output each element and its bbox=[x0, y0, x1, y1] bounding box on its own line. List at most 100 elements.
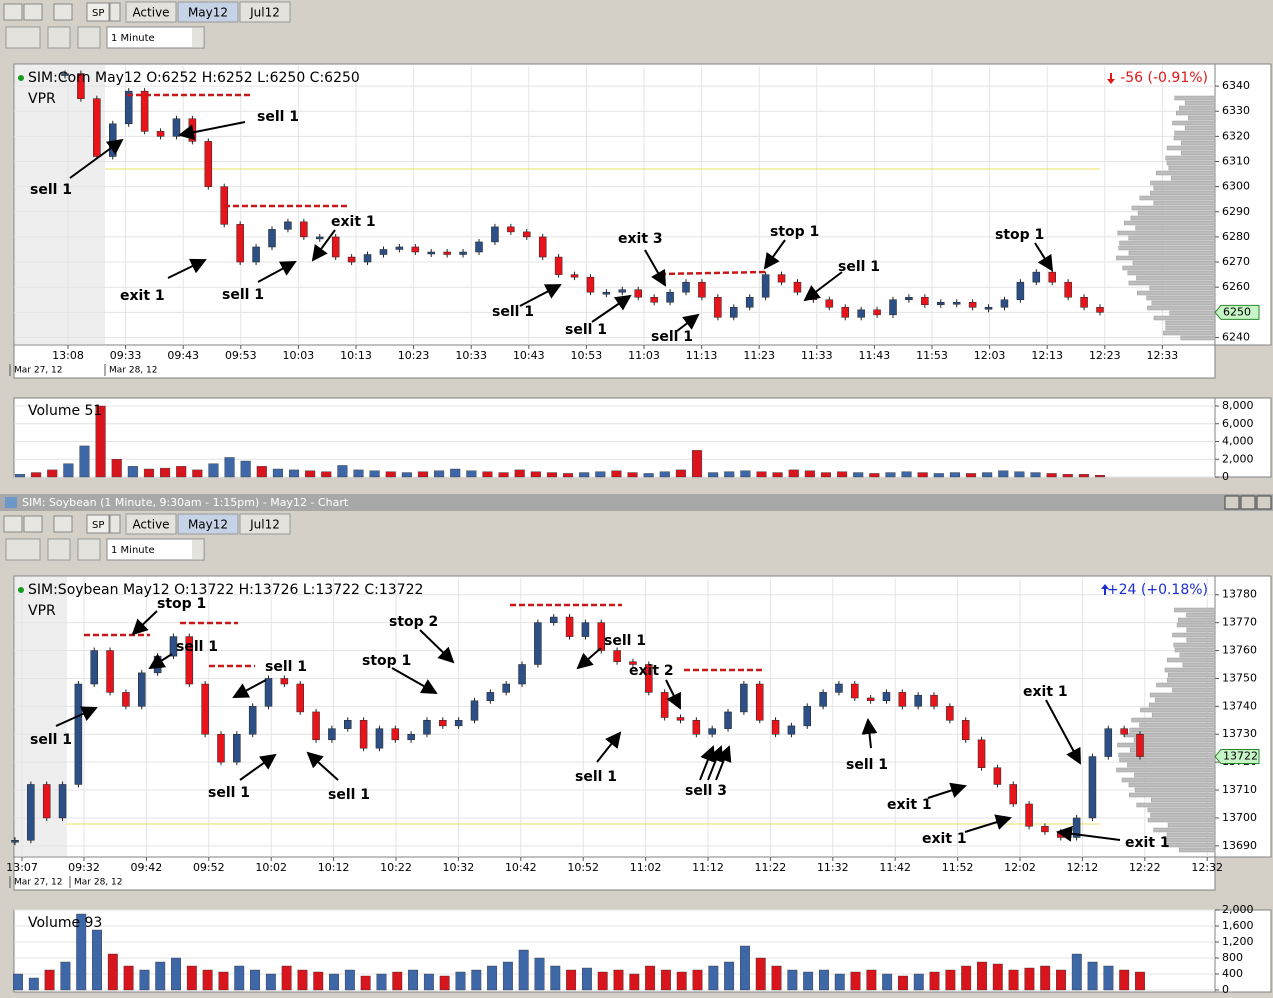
volume-bar bbox=[977, 961, 987, 991]
volume-profile-bar bbox=[1172, 120, 1216, 126]
tab-label: Jul12 bbox=[249, 6, 280, 20]
volume-bar bbox=[186, 965, 197, 991]
y-tick-label: 13700 bbox=[1222, 811, 1257, 824]
instrument-box[interactable] bbox=[86, 514, 110, 534]
annotation: sell 1 bbox=[257, 109, 299, 125]
tool-icon[interactable] bbox=[77, 26, 101, 49]
x-tick-label: 11:13 bbox=[686, 349, 718, 362]
candle bbox=[730, 307, 738, 318]
volume-bar bbox=[482, 471, 493, 478]
volume-profile-bar bbox=[1123, 220, 1216, 226]
candle bbox=[961, 720, 970, 741]
volume-profile-bar bbox=[1167, 672, 1216, 678]
candle bbox=[359, 720, 368, 749]
volume-profile-bar bbox=[1170, 175, 1216, 181]
tab[interactable] bbox=[125, 1, 177, 23]
candle bbox=[1041, 826, 1049, 833]
candle bbox=[475, 241, 483, 253]
instrument-dropdown[interactable] bbox=[109, 514, 121, 534]
tool-icon[interactable] bbox=[3, 515, 23, 533]
annotation-arrow bbox=[148, 653, 173, 670]
volume-bar bbox=[691, 450, 703, 478]
tool-icon[interactable] bbox=[53, 3, 73, 21]
candle bbox=[873, 309, 881, 316]
tool-icon[interactable] bbox=[77, 538, 101, 561]
candle bbox=[518, 664, 526, 685]
candle bbox=[156, 131, 165, 137]
tool-icon[interactable] bbox=[23, 3, 43, 21]
volume-profile-bar bbox=[1174, 130, 1216, 136]
cursor-tool[interactable] bbox=[5, 538, 41, 561]
volume-bar bbox=[819, 969, 829, 991]
volume-bar bbox=[627, 472, 638, 478]
window-button[interactable] bbox=[1240, 495, 1256, 510]
status-dot bbox=[18, 75, 24, 81]
volume-bar bbox=[498, 472, 509, 478]
candle bbox=[172, 118, 181, 137]
y-tick-label: 13690 bbox=[1222, 839, 1257, 852]
window-button[interactable] bbox=[1256, 495, 1272, 510]
x-tick-label: 11:43 bbox=[859, 349, 891, 362]
candle bbox=[613, 650, 621, 662]
volume-bar bbox=[344, 969, 355, 991]
candle bbox=[698, 281, 706, 298]
volume-profile-bar bbox=[1149, 692, 1216, 698]
tool-icon[interactable] bbox=[53, 515, 73, 533]
annotation: sell 1 bbox=[575, 769, 617, 785]
tool-icon[interactable] bbox=[23, 515, 43, 533]
tool-icon[interactable] bbox=[47, 26, 71, 49]
window-icon bbox=[5, 497, 17, 508]
tool-icon[interactable] bbox=[47, 538, 71, 561]
candle bbox=[124, 90, 133, 125]
x-tick-label: 09:52 bbox=[193, 861, 225, 874]
candle bbox=[1032, 271, 1041, 283]
y-tick-label: 1,600 bbox=[1222, 919, 1254, 932]
candle bbox=[993, 767, 1002, 785]
volume-bar bbox=[1094, 475, 1106, 478]
y-tick-label: 6340 bbox=[1222, 79, 1250, 92]
x-tick-label: 10:02 bbox=[255, 861, 287, 874]
x-tick-label: 10:42 bbox=[505, 861, 537, 874]
interval-dropdown[interactable] bbox=[106, 538, 205, 561]
candle bbox=[549, 616, 558, 623]
volume-bar bbox=[1119, 969, 1130, 991]
volume-profile-bar bbox=[1167, 822, 1216, 828]
tool-icon[interactable] bbox=[3, 3, 23, 21]
volume-title: Volume 93 bbox=[28, 915, 102, 931]
candle bbox=[1104, 728, 1113, 757]
annotation: exit 1 bbox=[1023, 684, 1068, 700]
instrument-dropdown[interactable] bbox=[109, 2, 121, 22]
annotation-arrow bbox=[676, 313, 700, 332]
candle bbox=[395, 246, 404, 250]
cursor-tool[interactable] bbox=[5, 26, 41, 49]
tab[interactable] bbox=[177, 1, 239, 23]
x-tick-label: 09:43 bbox=[167, 349, 199, 362]
tab[interactable] bbox=[125, 513, 177, 535]
candle bbox=[761, 274, 770, 298]
volume-profile-bar bbox=[1117, 742, 1216, 748]
tab[interactable] bbox=[239, 513, 291, 535]
candle bbox=[777, 274, 786, 283]
tab-label: Active bbox=[132, 518, 169, 532]
y-tick-label: 800 bbox=[1222, 951, 1243, 964]
candle bbox=[252, 246, 260, 263]
interval-dropdown[interactable] bbox=[106, 26, 205, 49]
y-tick-label: 13750 bbox=[1222, 671, 1257, 684]
volume-profile-bar bbox=[1128, 280, 1216, 286]
candle bbox=[268, 229, 276, 248]
volume-bar bbox=[514, 469, 525, 478]
volume-profile-bar bbox=[1164, 667, 1216, 673]
tab[interactable] bbox=[177, 513, 239, 535]
tab-label: Jul12 bbox=[249, 518, 280, 532]
price-change: -56 (-0.91%) bbox=[1120, 70, 1208, 86]
candle bbox=[379, 249, 388, 255]
y-tick-label: 0 bbox=[1222, 470, 1229, 483]
volume-bar bbox=[966, 473, 977, 478]
window-button[interactable] bbox=[1224, 495, 1240, 510]
interval-arrow bbox=[192, 540, 203, 559]
tab[interactable] bbox=[239, 1, 291, 23]
annotation: stop 2 bbox=[389, 614, 438, 630]
annotation: sell 1 bbox=[604, 633, 646, 649]
candle bbox=[201, 683, 209, 735]
instrument-box[interactable] bbox=[86, 2, 110, 22]
